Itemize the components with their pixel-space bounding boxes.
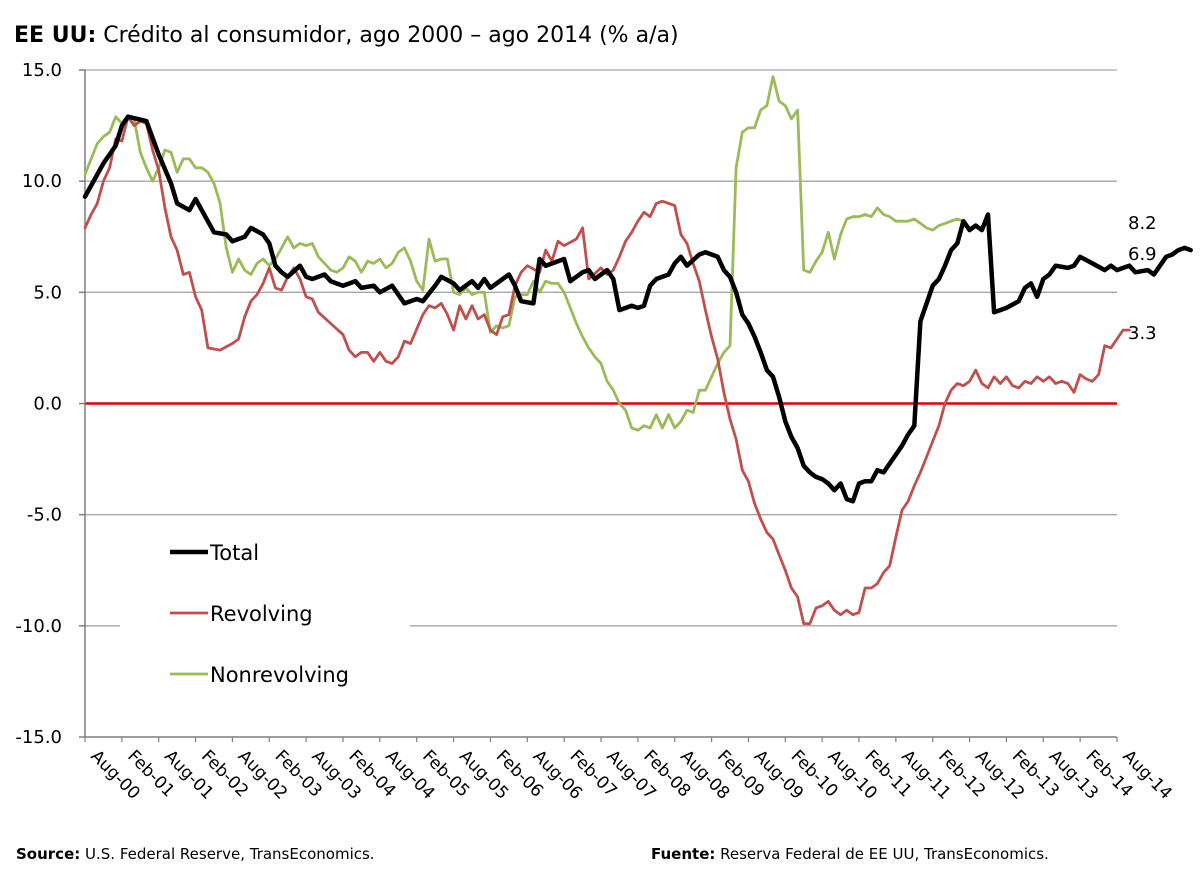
source-label: Source: [16, 845, 81, 863]
legend-label-revolving: Revolving [210, 602, 313, 626]
series-line-nonrevolving [83, 75, 965, 432]
y-tick-label: 5.0 [33, 282, 62, 303]
series-lines [82, 75, 1193, 625]
legend-label-nonrevolving: Nonrevolving [210, 663, 349, 687]
chart-title-bold: EE UU: [14, 23, 96, 48]
y-tick-label: -10.0 [15, 616, 62, 637]
legend-background [120, 520, 410, 700]
y-tick-label: 15.0 [22, 60, 62, 81]
chart-title: EE UU: Crédito al consumidor, ago 2000 –… [14, 23, 679, 48]
y-tick-labels: 15.0 10.0 5.0 0.0 -5.0 -10.0 -15.0 [15, 60, 62, 748]
end-label: 3.3 [1128, 323, 1157, 344]
legend-box [120, 520, 410, 700]
axes [79, 69, 1118, 742]
source-note-spanish: Fuente: Reserva Federal de EE UU, TransE… [651, 845, 1049, 863]
end-labels: 8.2 6.9 3.3 [1128, 213, 1157, 344]
legend-label-total: Total [209, 541, 259, 565]
end-label: 6.9 [1128, 244, 1157, 265]
series-line-revolving [83, 115, 1131, 625]
end-label: 8.2 [1128, 213, 1157, 234]
legend: Total Revolving Nonrevolving [170, 541, 349, 687]
chart-title-rest: Crédito al consumidor, ago 2000 – ago 20… [96, 23, 678, 48]
source-note-english: Source: U.S. Federal Reserve, TransEcono… [16, 845, 375, 863]
series-line-total [82, 114, 1193, 504]
source-text: U.S. Federal Reserve, TransEconomics. [80, 845, 375, 863]
fuente-text: Reserva Federal de EE UU, TransEconomics… [715, 845, 1049, 863]
fuente-label: Fuente: [651, 845, 716, 863]
y-tick-label: 10.0 [22, 171, 62, 192]
y-tick-label: 0.0 [33, 394, 62, 415]
x-tick-labels: Aug-00Feb-01Aug-01Feb-02Aug-02Feb-03Aug-… [86, 746, 1175, 803]
y-tick-label: -5.0 [27, 505, 62, 526]
y-tick-label: -15.0 [15, 727, 62, 748]
